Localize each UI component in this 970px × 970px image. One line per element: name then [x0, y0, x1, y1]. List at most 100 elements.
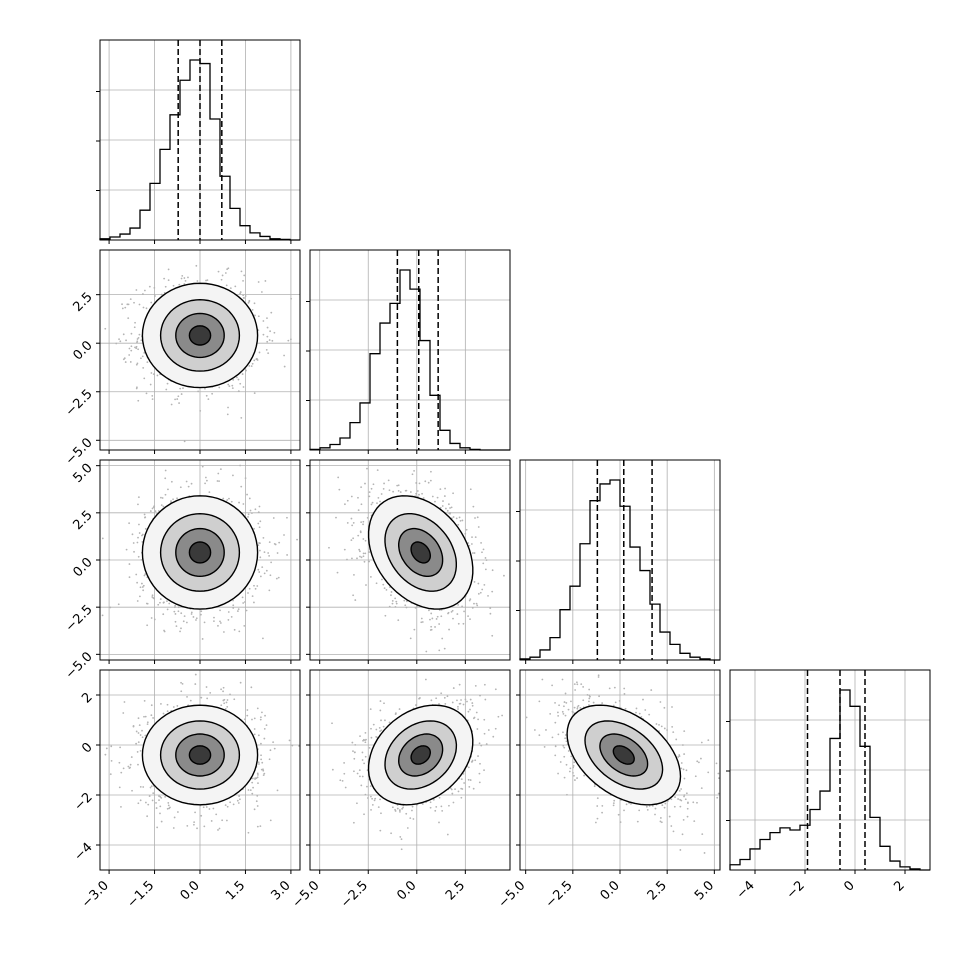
- sample-point: [166, 710, 169, 713]
- sample-point: [464, 532, 467, 535]
- sample-point: [261, 711, 263, 714]
- sample-point: [409, 637, 412, 640]
- sample-point: [388, 489, 391, 492]
- sample-point: [253, 527, 255, 530]
- sample-point: [283, 534, 285, 536]
- sample-point: [135, 742, 138, 745]
- sample-point: [266, 340, 269, 343]
- sample-point: [354, 599, 357, 601]
- sample-point: [150, 714, 153, 717]
- axes-frame: [729, 669, 931, 871]
- sample-point: [122, 358, 125, 361]
- sample-point: [258, 505, 261, 508]
- sample-point: [461, 519, 464, 522]
- sample-point: [436, 496, 439, 499]
- sample-point: [129, 766, 131, 769]
- sample-point: [127, 765, 130, 768]
- sample-point: [343, 548, 346, 551]
- sample-point: [256, 794, 259, 797]
- sample-point: [129, 361, 132, 363]
- sample-point: [247, 302, 250, 304]
- sample-point: [395, 602, 398, 605]
- sample-point: [204, 482, 206, 485]
- sample-point: [190, 611, 193, 614]
- sample-point: [283, 365, 286, 368]
- sample-point: [411, 473, 414, 476]
- sample-point: [183, 440, 186, 443]
- sample-point: [152, 717, 155, 719]
- sample-point: [257, 568, 260, 571]
- sample-point: [173, 606, 176, 609]
- sample-point: [220, 704, 223, 707]
- sample-point: [263, 737, 266, 740]
- sample-point: [422, 497, 425, 499]
- sample-point: [474, 536, 477, 538]
- sample-point: [122, 333, 125, 336]
- sample-point: [172, 498, 174, 501]
- sample-point: [267, 352, 270, 355]
- sample-point: [372, 483, 375, 486]
- x-tick-label: 1.5: [223, 878, 248, 903]
- sample-point: [338, 488, 341, 491]
- sample-point: [237, 390, 240, 393]
- sample-point: [153, 286, 156, 289]
- sample-point: [489, 607, 492, 610]
- sample-point: [438, 623, 441, 625]
- sample-point: [260, 291, 263, 293]
- sample-point: [242, 602, 245, 604]
- sample-point: [156, 374, 159, 377]
- sample-point: [394, 605, 397, 608]
- sample-point: [115, 342, 118, 345]
- sample-point: [391, 600, 394, 602]
- sample-point: [430, 612, 433, 615]
- sample-point: [226, 805, 229, 808]
- sample-point: [413, 628, 416, 631]
- sample-point: [227, 619, 230, 621]
- density-contour: [188, 745, 212, 765]
- sample-point: [138, 724, 141, 726]
- sample-point: [366, 516, 369, 519]
- y-tick-label: 2.5: [70, 290, 95, 315]
- sample-point: [130, 345, 133, 348]
- sample-point: [424, 480, 427, 483]
- sample-point: [250, 686, 253, 689]
- sample-point: [176, 705, 179, 707]
- sample-point: [253, 392, 256, 395]
- sample-point: [163, 629, 165, 632]
- sample-point: [131, 789, 133, 792]
- y-tick-label: 0: [79, 740, 95, 756]
- sample-point: [390, 594, 392, 597]
- sample-point: [136, 340, 139, 343]
- sample-point: [182, 620, 185, 623]
- sample-point: [258, 351, 261, 354]
- sample-point: [137, 555, 140, 558]
- sample-point: [491, 590, 494, 593]
- sample-point: [201, 465, 204, 468]
- sample-point: [447, 612, 449, 615]
- sample-point: [166, 608, 169, 611]
- sample-point: [441, 505, 444, 507]
- sample-point: [503, 574, 505, 577]
- sample-point: [218, 827, 221, 830]
- sample-point: [220, 688, 223, 691]
- sample-point: [403, 599, 406, 602]
- sample-point: [226, 413, 229, 416]
- sample-point: [290, 297, 293, 300]
- sample-point: [236, 799, 239, 802]
- sample-point: [149, 786, 152, 789]
- sample-point: [230, 500, 233, 503]
- sample-point: [232, 803, 235, 806]
- sample-point: [135, 573, 138, 576]
- sample-point: [415, 492, 417, 495]
- sample-point: [179, 387, 182, 390]
- sample-point: [457, 603, 460, 606]
- sample-point: [196, 827, 198, 830]
- sample-point: [136, 751, 139, 753]
- sample-point: [346, 558, 348, 561]
- sample-point: [253, 584, 255, 587]
- sample-point: [256, 359, 259, 361]
- sample-point: [143, 699, 146, 702]
- sample-point: [397, 619, 400, 622]
- sample-point: [176, 497, 178, 500]
- sample-point: [265, 348, 268, 351]
